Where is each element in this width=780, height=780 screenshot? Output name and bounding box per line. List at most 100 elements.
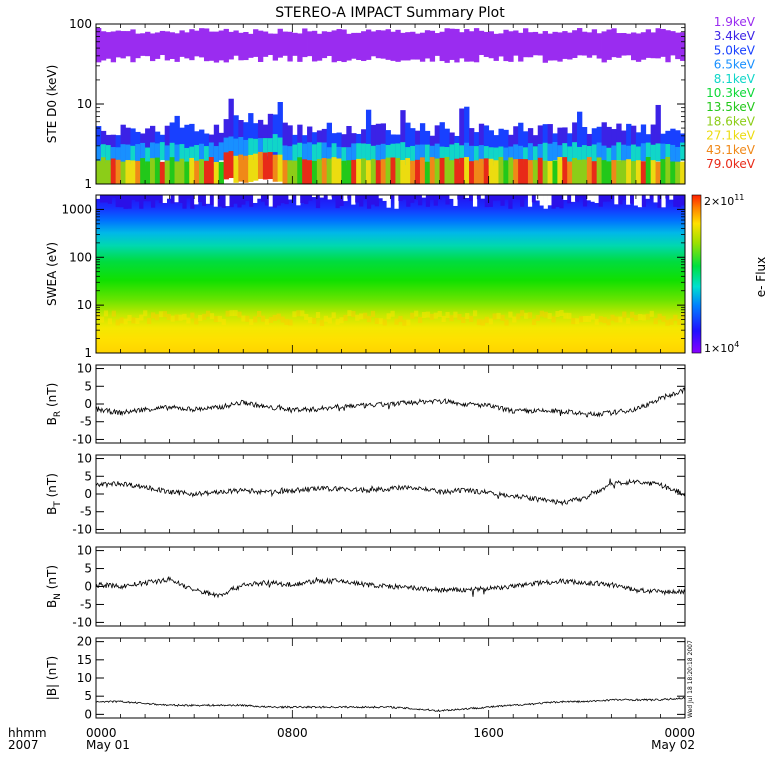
swea-cell (359, 313, 364, 320)
ste-cell (164, 160, 171, 184)
ste-cell (370, 124, 377, 160)
ste-cell (498, 146, 504, 165)
ste-cell (164, 145, 171, 164)
swea-cell (170, 315, 175, 322)
ste-cell (248, 138, 254, 157)
swea-cell (186, 195, 191, 199)
ste-cell (361, 31, 367, 62)
swea-cell (453, 195, 458, 206)
ste-cell (346, 33, 352, 61)
swea-cell (123, 195, 128, 209)
swea-cell (205, 195, 211, 204)
swea-cell (425, 195, 431, 207)
ste-cell (253, 153, 259, 181)
y-tick-label: 1 (84, 177, 92, 191)
swea-cell (520, 310, 525, 317)
ste-cell (400, 142, 406, 161)
ste-cell (552, 31, 558, 61)
ste-ylabel: STE D0 (keV) (45, 65, 59, 144)
legend-entry: 43.1keV (706, 143, 756, 157)
swea-cell (363, 195, 368, 200)
swea-cell (641, 195, 647, 207)
ste-cell (665, 157, 671, 184)
y-tick-label: -10 (72, 432, 92, 446)
ste-cell (513, 159, 519, 184)
ste-cell (498, 157, 504, 184)
ste-cell (547, 33, 553, 61)
swea-cell (598, 195, 603, 207)
swea-cell (147, 195, 152, 202)
swea-cell (359, 195, 364, 207)
ste-cell (518, 32, 524, 62)
ste-cell (365, 109, 372, 160)
ste-cell (115, 159, 121, 184)
ste-cell (508, 146, 514, 165)
swea-cell (390, 310, 395, 317)
ste-cell (228, 136, 234, 155)
ste-cell (444, 147, 450, 166)
ste-cell (621, 33, 627, 56)
ste-cell (287, 146, 293, 165)
swea-cell (598, 316, 603, 323)
swea-cell (445, 195, 450, 205)
swea-cell (535, 314, 541, 321)
ste-cell (616, 142, 622, 161)
ste-cell (194, 30, 200, 57)
ste-cell (228, 31, 234, 60)
swea-cell (469, 195, 474, 201)
swea-cell (618, 316, 623, 323)
swea-cell (119, 195, 124, 208)
swea-cell (578, 316, 584, 323)
swea-cell (178, 314, 183, 321)
ste-cell (640, 143, 647, 162)
y-tick-label: 5 (84, 379, 92, 393)
swea-cell (394, 195, 399, 209)
ste-cell (105, 32, 112, 59)
ste-cell (537, 157, 544, 184)
ste-cell (110, 147, 117, 166)
swea-cell (300, 310, 305, 317)
ste-cell (513, 30, 519, 56)
ste-cell (370, 145, 377, 164)
swea-cell (531, 318, 537, 325)
ste-cell (591, 144, 598, 163)
swea-cell (198, 195, 203, 203)
swea-cell (96, 195, 101, 199)
ste-cell (631, 125, 637, 160)
ste-cell (429, 30, 436, 62)
ste-cell (395, 29, 401, 62)
swea-cell (575, 318, 580, 325)
swea-cell (406, 195, 411, 207)
swea-cell (547, 313, 552, 320)
swea-cell (512, 316, 517, 323)
swea-cell (649, 310, 654, 317)
swea-cell (264, 318, 270, 325)
ste-cell (488, 31, 494, 59)
ste-cell (277, 102, 283, 160)
swea-cell (492, 313, 497, 320)
ste-cell (145, 31, 151, 57)
ste-cell (616, 123, 622, 160)
swea-cell (457, 313, 462, 320)
ste-cell (665, 144, 671, 163)
ste-cell (326, 122, 332, 160)
ste-cell (174, 161, 180, 184)
ste-cell (253, 29, 259, 57)
y-tick-label: 100 (69, 250, 92, 264)
ste-cell (444, 128, 450, 160)
x-tick-date: May 01 (86, 738, 130, 752)
swea-cell (323, 195, 328, 200)
ste-cell (532, 31, 539, 56)
swea-cell (315, 195, 321, 209)
swea-cell (661, 195, 666, 208)
ste-cell (307, 142, 313, 161)
y-tick-label: 10 (77, 452, 92, 466)
swea-cell (288, 319, 293, 326)
swea-cell (225, 310, 230, 317)
swea-cell (347, 195, 352, 199)
ste-cell (606, 29, 612, 60)
ste-cell (527, 32, 534, 58)
ste-cell (311, 160, 318, 184)
ste-cell (213, 31, 220, 63)
